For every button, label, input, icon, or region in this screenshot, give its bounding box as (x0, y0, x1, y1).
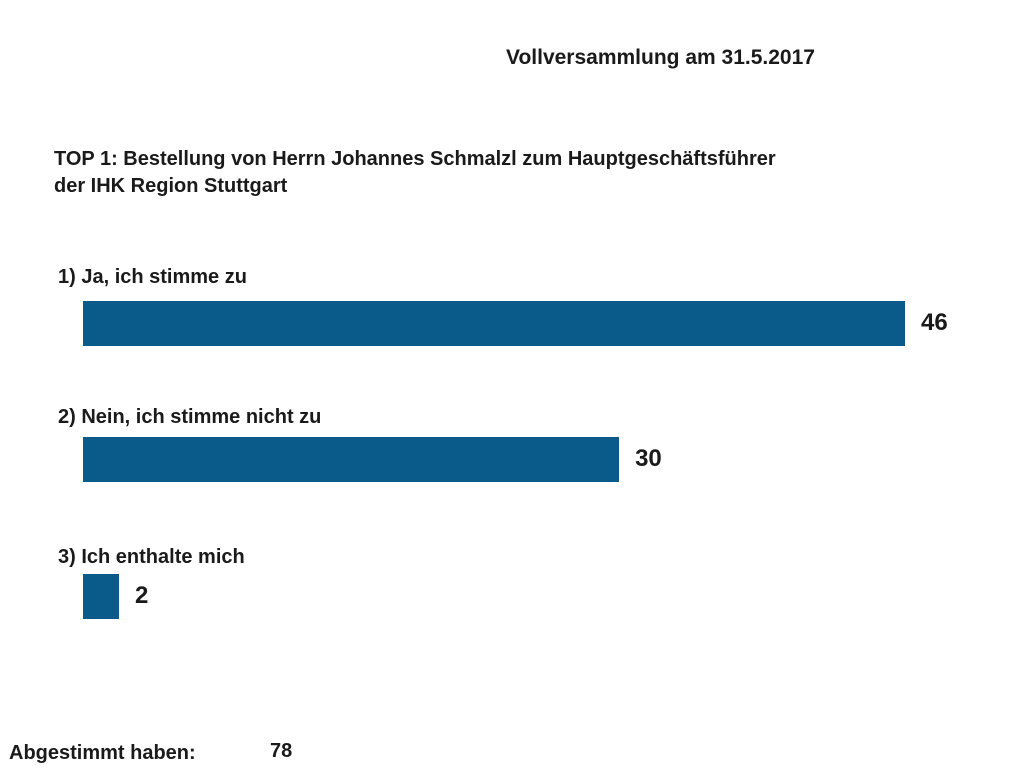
result-bar (83, 574, 119, 619)
question-text: TOP 1: Bestellung von Herrn Johannes Sch… (54, 146, 776, 200)
question-line-2: der IHK Region Stuttgart (54, 175, 288, 197)
option-label: 2) Nein, ich stimme nicht zu (58, 406, 322, 428)
result-bar (83, 301, 905, 346)
bar-value-label: 46 (921, 309, 948, 336)
votes-cast-count: 78 (270, 740, 293, 762)
option-label: 1) Ja, ich stimme zu (58, 266, 247, 288)
question-line-1: TOP 1: Bestellung von Herrn Johannes Sch… (54, 148, 776, 170)
bar-value-label: 30 (635, 445, 662, 472)
page-title: Vollversammlung am 31.5.2017 (506, 46, 815, 69)
bar-value-label: 2 (135, 582, 149, 609)
option-label: 3) Ich enthalte mich (58, 546, 245, 568)
votes-cast-label: Abgestimmt haben: (9, 742, 196, 764)
result-bar (83, 437, 620, 482)
